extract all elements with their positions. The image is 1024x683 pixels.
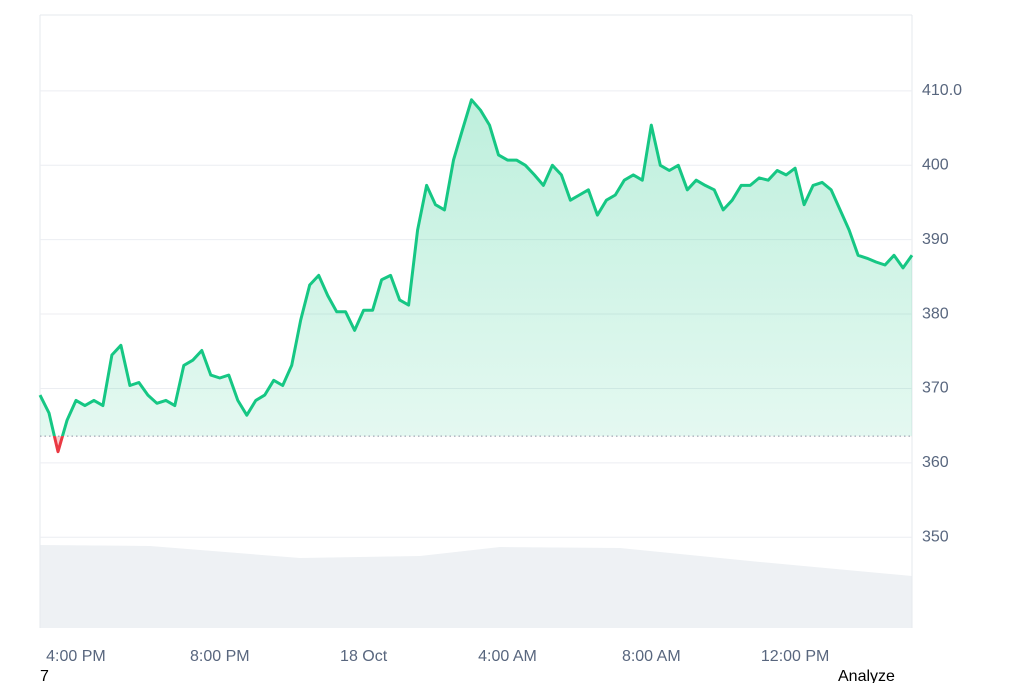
x-tick-label: 12:00 PM [761, 648, 829, 665]
x-tick-label: 4:00 AM [478, 648, 537, 665]
y-tick-label: 400 [922, 156, 949, 173]
y-tick-label: 390 [922, 231, 949, 248]
y-tick-label: 410.0 [922, 82, 962, 99]
x-tick-label: 8:00 AM [622, 648, 681, 665]
y-tick-label: 370 [922, 380, 949, 397]
price-line [38, 98, 914, 437]
footer-right[interactable]: Analyze [838, 668, 895, 683]
y-tick-label: 380 [922, 305, 949, 322]
x-tick-label: 4:00 PM [46, 648, 106, 665]
x-tick-label: 8:00 PM [190, 648, 250, 665]
y-tick-label: 350 [922, 528, 949, 545]
y-tick-label: 360 [922, 454, 949, 471]
volume-area [40, 545, 912, 628]
footer-left: 7 [40, 668, 49, 683]
x-tick-label: 18 Oct [340, 648, 388, 665]
